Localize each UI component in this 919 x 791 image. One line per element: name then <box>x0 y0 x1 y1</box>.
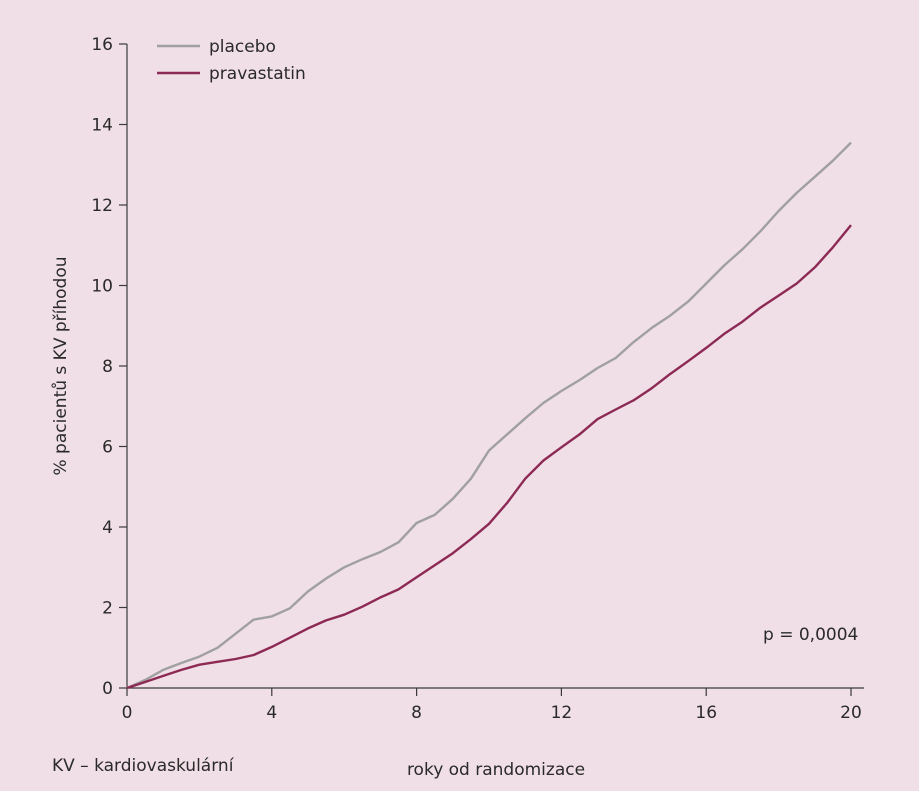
x-tick-label: 8 <box>411 703 422 723</box>
footnote: KV – kardiovaskulární <box>52 756 234 776</box>
x-tick-label: 0 <box>122 703 133 723</box>
series-line-placebo <box>126 141 852 690</box>
y-tick-label: 4 <box>102 518 113 538</box>
y-tick-label: 0 <box>102 679 113 699</box>
x-tick-label: 12 <box>551 703 573 723</box>
series-line-pravastatin <box>126 224 852 690</box>
x-ticks: 0 4 8 12 16 20 <box>122 688 862 723</box>
axes <box>126 44 864 689</box>
y-ticks: 0 2 4 6 8 10 12 14 16 <box>91 35 127 699</box>
y-tick-label: 12 <box>91 196 113 216</box>
x-axis-title: roky od randomizace <box>407 760 585 780</box>
x-tick-label: 20 <box>840 703 862 723</box>
series-lines <box>126 141 852 690</box>
y-tick-label: 10 <box>91 277 113 297</box>
y-tick-label: 2 <box>102 599 113 619</box>
y-tick-label: 8 <box>102 357 113 377</box>
y-tick-label: 14 <box>91 116 113 136</box>
legend-label-placebo: placebo <box>209 37 276 57</box>
legend: placebo pravastatin <box>157 37 306 84</box>
legend-label-pravastatin: pravastatin <box>209 64 306 84</box>
p-value-annotation: p = 0,0004 <box>763 625 858 645</box>
x-tick-label: 16 <box>695 703 717 723</box>
x-tick-label: 4 <box>266 703 277 723</box>
y-axis-title: % pacientů s KV příhodou <box>51 257 71 476</box>
y-tick-label: 16 <box>91 35 113 55</box>
y-tick-label: 6 <box>102 438 113 458</box>
